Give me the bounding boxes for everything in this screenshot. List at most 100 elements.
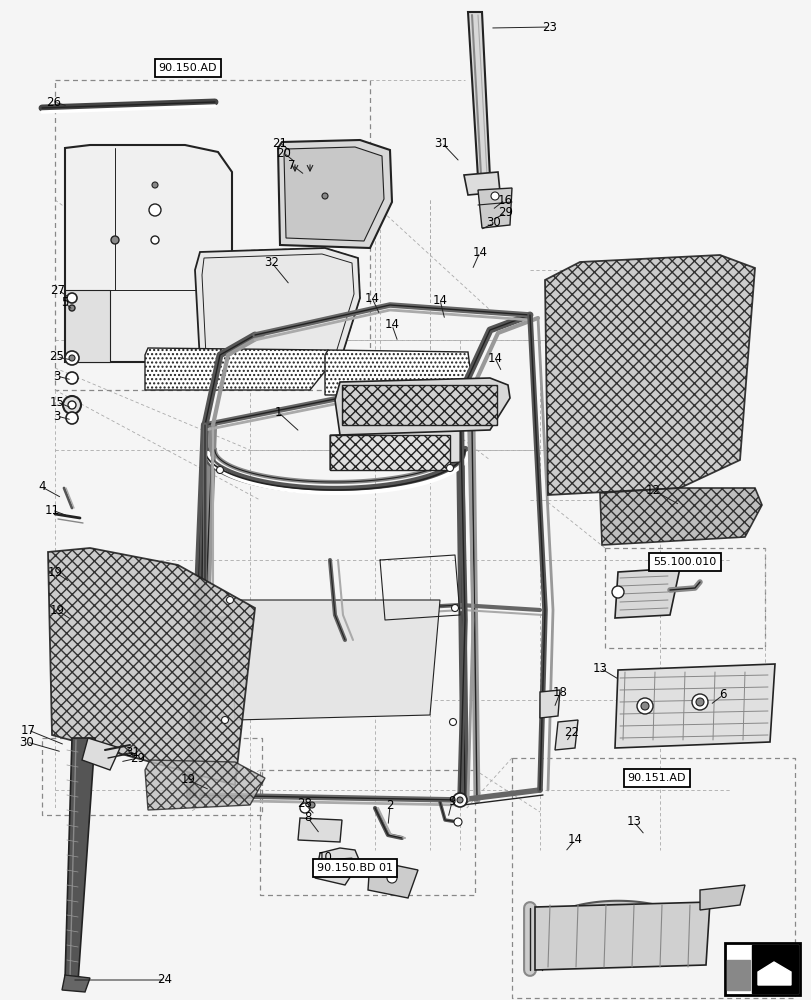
Circle shape	[449, 718, 456, 726]
Circle shape	[451, 604, 458, 611]
Polygon shape	[195, 248, 359, 362]
Text: 14: 14	[432, 294, 447, 306]
Polygon shape	[726, 960, 749, 990]
Polygon shape	[614, 568, 679, 618]
Text: 10: 10	[317, 851, 332, 864]
Text: 27: 27	[50, 284, 66, 296]
Circle shape	[111, 236, 119, 244]
Polygon shape	[230, 600, 440, 720]
Polygon shape	[145, 760, 264, 810]
Polygon shape	[463, 172, 500, 195]
Polygon shape	[539, 690, 560, 718]
Polygon shape	[329, 430, 460, 470]
Polygon shape	[48, 548, 255, 785]
Circle shape	[66, 412, 78, 424]
Text: 31: 31	[434, 137, 448, 150]
Text: 11: 11	[45, 504, 59, 516]
Text: 19: 19	[47, 566, 62, 578]
Circle shape	[636, 698, 652, 714]
Text: 32: 32	[264, 256, 279, 269]
Circle shape	[68, 401, 76, 409]
Polygon shape	[756, 958, 792, 988]
Text: 7: 7	[288, 159, 295, 172]
Text: 8: 8	[304, 811, 311, 824]
Text: 26: 26	[46, 96, 62, 109]
Text: 25: 25	[49, 351, 64, 363]
Polygon shape	[757, 962, 790, 985]
Polygon shape	[367, 860, 418, 898]
Circle shape	[640, 702, 648, 710]
Polygon shape	[315, 848, 359, 885]
Polygon shape	[277, 140, 392, 248]
Circle shape	[63, 396, 81, 414]
Polygon shape	[335, 378, 509, 435]
Text: 16: 16	[497, 194, 512, 207]
Circle shape	[309, 802, 315, 808]
Polygon shape	[82, 738, 120, 770]
Text: 22: 22	[564, 726, 579, 740]
Text: 90.151.AD: 90.151.AD	[627, 773, 685, 783]
Circle shape	[299, 803, 310, 813]
Text: 30: 30	[486, 217, 500, 230]
Polygon shape	[751, 945, 797, 993]
Circle shape	[69, 355, 75, 361]
Text: 24: 24	[157, 973, 172, 986]
Bar	[724, 943, 799, 995]
Polygon shape	[699, 885, 744, 910]
Text: 31: 31	[126, 746, 140, 758]
Text: 30: 30	[19, 736, 34, 748]
Polygon shape	[284, 147, 384, 241]
Polygon shape	[65, 738, 95, 982]
Text: 18: 18	[551, 686, 567, 700]
Text: 14: 14	[567, 833, 581, 846]
Text: 6: 6	[719, 688, 726, 702]
Text: 3: 3	[54, 369, 61, 382]
Text: 5: 5	[62, 296, 69, 310]
Circle shape	[457, 797, 462, 803]
Polygon shape	[65, 290, 109, 362]
Text: 3: 3	[54, 410, 61, 422]
Text: 28: 28	[297, 797, 312, 810]
Circle shape	[65, 351, 79, 365]
Polygon shape	[298, 818, 341, 842]
Circle shape	[387, 873, 397, 883]
Text: 19: 19	[180, 773, 195, 786]
Circle shape	[453, 818, 461, 826]
Polygon shape	[534, 902, 709, 970]
Text: 14: 14	[487, 352, 502, 364]
Text: 14: 14	[384, 318, 399, 332]
Circle shape	[611, 586, 623, 598]
Polygon shape	[554, 720, 577, 750]
Text: 15: 15	[49, 395, 64, 408]
Circle shape	[151, 236, 159, 244]
Bar	[329, 435, 449, 470]
Circle shape	[67, 293, 77, 303]
Text: 4: 4	[38, 481, 45, 493]
Circle shape	[322, 193, 328, 199]
Circle shape	[148, 204, 161, 216]
Text: 1: 1	[274, 406, 281, 418]
Circle shape	[226, 596, 234, 603]
Text: 13: 13	[592, 662, 607, 674]
Circle shape	[491, 192, 499, 200]
Polygon shape	[478, 188, 512, 228]
Text: 2: 2	[386, 799, 393, 812]
Text: 13: 13	[626, 815, 641, 828]
Polygon shape	[544, 255, 754, 495]
Circle shape	[69, 305, 75, 311]
Bar	[341, 385, 496, 425]
Text: 12: 12	[645, 484, 659, 496]
Text: 23: 23	[542, 21, 556, 34]
Polygon shape	[599, 488, 761, 545]
Text: 14: 14	[364, 292, 379, 304]
Polygon shape	[145, 348, 329, 390]
Text: 90.150.BD 01: 90.150.BD 01	[316, 863, 393, 873]
Text: 55.100.010: 55.100.010	[653, 557, 716, 567]
Circle shape	[446, 464, 453, 472]
Circle shape	[695, 698, 703, 706]
Polygon shape	[62, 975, 90, 992]
Text: 29: 29	[131, 752, 145, 764]
Text: 9: 9	[448, 795, 455, 808]
Circle shape	[453, 793, 466, 807]
Text: 90.150.AD: 90.150.AD	[159, 63, 217, 73]
